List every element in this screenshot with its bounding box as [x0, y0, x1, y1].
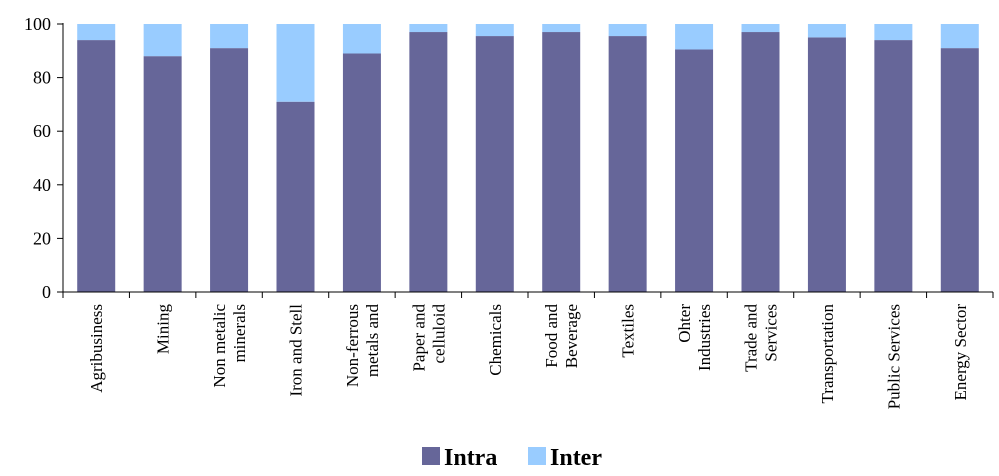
plot-area: 0 20 40 60 80 100 Agribusiness Mining Non metali… [24, 14, 994, 409]
bar-inter-13 [940, 24, 979, 49]
category-label-9-line-0: Ohter [675, 304, 694, 343]
category-label-4-line-1: metals and [363, 304, 382, 378]
category-label-0: Agribusiness [87, 304, 106, 393]
legend-label-intra: Intra [444, 445, 497, 471]
bar-intra-13 [940, 48, 979, 293]
category-label-10-line-0: Trade and [742, 304, 761, 372]
bar-inter-8 [608, 24, 647, 37]
bar-inter-3 [276, 24, 315, 102]
category-label-9-line-1: Industries [695, 304, 714, 371]
category-label-11-line-0: Transportation [818, 304, 837, 404]
bar-inter-10 [741, 24, 780, 33]
bar-inter-7 [542, 24, 581, 33]
category-label-6-line-0: Chemicals [486, 304, 505, 376]
bar-intra-8 [608, 36, 647, 293]
category-label-0-line-0: Agribusiness [87, 304, 106, 393]
bar-intra-2 [210, 48, 249, 293]
bar-intra-1 [143, 56, 182, 292]
bar-inter-2 [210, 24, 249, 49]
category-label-13: Energy Sector [951, 304, 970, 401]
legend-swatch-intra [422, 447, 440, 465]
category-label-1: Mining [154, 304, 173, 355]
bar-intra-7 [542, 32, 581, 292]
category-label-4-line-0: Non-ferrous [343, 304, 362, 387]
category-label-1-line-0: Mining [154, 304, 173, 355]
category-label-2: Non metalic minerals [210, 304, 249, 388]
bar-intra-12 [874, 40, 913, 292]
category-label-7: Food and Beverage [542, 304, 581, 369]
legend: Intra Inter [422, 445, 602, 471]
category-label-7-line-0: Food and [542, 304, 561, 368]
category-label-5-line-1: celluloid [429, 304, 448, 364]
category-label-4: Non-ferrous metals and [343, 304, 382, 388]
category-label-12: Public Services [884, 304, 903, 409]
bar-intra-4 [342, 53, 381, 293]
y-tick-label-0: 0 [42, 282, 51, 302]
bar-intra-5 [409, 32, 448, 292]
category-label-11: Transportation [818, 304, 837, 404]
y-tick-label-100: 100 [24, 14, 51, 34]
category-label-10-line-1: Services [762, 304, 781, 362]
bar-intra-3 [276, 101, 315, 292]
bar-intra-9 [675, 49, 714, 293]
y-tick-label-40: 40 [33, 175, 51, 195]
bar-inter-4 [342, 24, 381, 54]
y-tick-label-80: 80 [33, 68, 51, 88]
bar-inter-9 [675, 24, 714, 50]
category-label-7-line-1: Beverage [562, 304, 581, 368]
bar-inter-6 [475, 24, 514, 37]
category-label-12-line-0: Public Services [884, 304, 903, 409]
category-label-6: Chemicals [486, 304, 505, 376]
bar-inter-1 [143, 24, 182, 57]
bar-intra-6 [475, 36, 514, 293]
bar-inter-0 [77, 24, 116, 41]
category-label-5-line-0: Paper and [409, 304, 428, 372]
bar-inter-5 [409, 24, 448, 33]
category-label-8-line-0: Textiles [619, 304, 638, 358]
y-tick-label-20: 20 [33, 228, 51, 248]
category-label-2-line-0: Non metalic [210, 304, 229, 388]
category-label-13-line-0: Energy Sector [951, 304, 970, 401]
category-label-2-line-1: minerals [230, 304, 249, 363]
y-tick-label-60: 60 [33, 121, 51, 141]
legend-label-inter: Inter [550, 445, 602, 471]
bar-inter-11 [807, 24, 846, 38]
bar-intra-11 [807, 37, 846, 293]
bar-inter-12 [874, 24, 913, 41]
category-label-5: Paper and celluloid [409, 304, 448, 372]
category-label-3: Iron and Stell [287, 304, 306, 397]
category-label-10: Trade and Services [742, 304, 781, 372]
bar-intra-10 [741, 32, 780, 292]
category-label-9: Ohter Industries [675, 304, 714, 371]
category-label-3-line-0: Iron and Stell [287, 304, 306, 397]
category-label-8: Textiles [619, 304, 638, 358]
legend-swatch-inter [528, 447, 546, 465]
bar-intra-0 [77, 40, 116, 292]
